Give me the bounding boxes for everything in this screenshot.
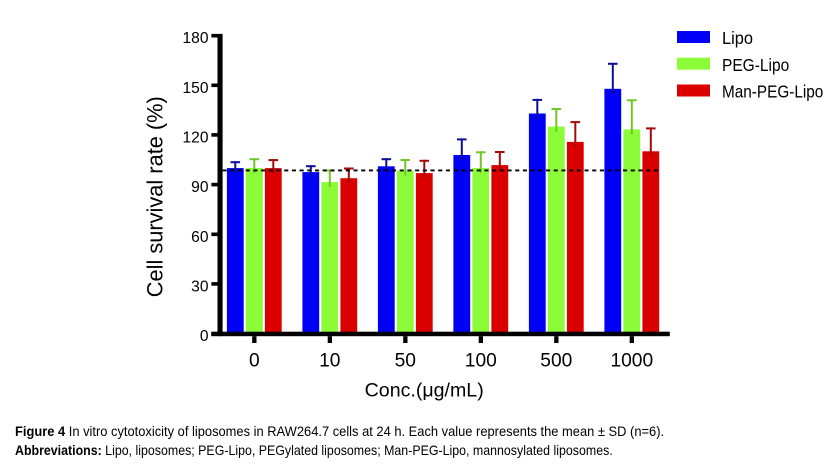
svg-text:0: 0 xyxy=(249,351,260,372)
svg-text:1000: 1000 xyxy=(610,351,653,372)
svg-text:Cell survival rate (%): Cell survival rate (%) xyxy=(143,96,168,297)
svg-text:PEG-Lipo: PEG-Lipo xyxy=(722,55,789,75)
svg-text:150: 150 xyxy=(182,80,208,97)
svg-text:30: 30 xyxy=(191,278,209,295)
svg-text:10: 10 xyxy=(319,351,340,372)
svg-text:90: 90 xyxy=(191,179,209,196)
svg-text:180: 180 xyxy=(182,30,208,47)
svg-text:500: 500 xyxy=(540,351,572,372)
svg-text:Lipo: Lipo xyxy=(722,28,753,48)
svg-text:Man-PEG-Lipo: Man-PEG-Lipo xyxy=(722,82,823,102)
svg-text:100: 100 xyxy=(465,351,497,372)
svg-text:50: 50 xyxy=(395,351,416,372)
svg-text:Conc.(μg/mL): Conc.(μg/mL) xyxy=(365,380,484,402)
svg-text:120: 120 xyxy=(182,129,208,146)
svg-text:0: 0 xyxy=(200,328,209,345)
svg-text:60: 60 xyxy=(191,229,209,246)
